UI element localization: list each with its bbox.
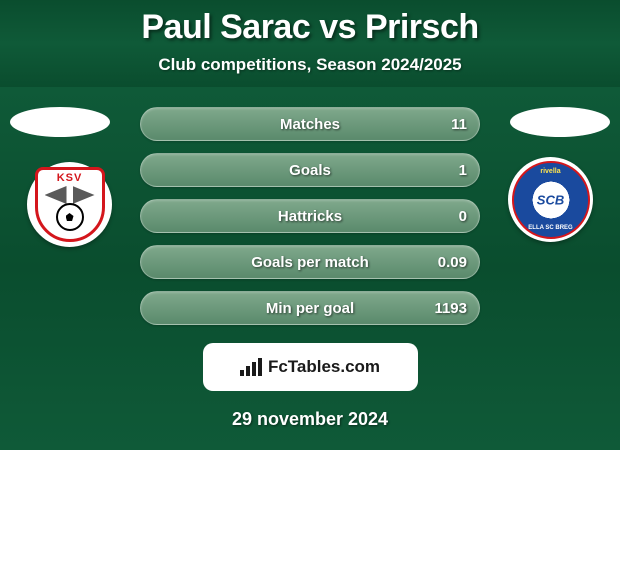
page-title: Paul Sarac vs Prirsch	[0, 8, 620, 47]
stat-row-matches: Matches 11	[140, 107, 480, 141]
stat-row-mpg: Min per goal 1193	[140, 291, 480, 325]
stat-row-goals: Goals 1	[140, 153, 480, 187]
stats-list: Matches 11 Goals 1 Hattricks 0 Goals per…	[140, 107, 480, 325]
subtitle: Club competitions, Season 2024/2025	[0, 55, 620, 75]
scb-logo-icon: rivella SCB ELLA SC BREG	[512, 161, 590, 239]
scb-code: SCB	[537, 192, 564, 207]
date: 29 november 2024	[0, 409, 620, 430]
ksv-logo-icon: KSV	[35, 167, 105, 242]
stat-label: Hattricks	[278, 208, 342, 225]
stat-value: 11	[451, 116, 467, 133]
club-logo-left: KSV	[27, 162, 112, 247]
header: Paul Sarac vs Prirsch Club competitions,…	[0, 0, 620, 87]
stat-value: 0	[459, 208, 467, 225]
ball-icon	[56, 203, 84, 231]
stat-value: 0.09	[438, 254, 467, 271]
player-slot-right	[510, 107, 610, 137]
player-slot-left	[10, 107, 110, 137]
ksv-code: KSV	[57, 172, 83, 184]
content: KSV rivella SCB ELLA SC BREG Matches 11 …	[0, 87, 620, 450]
stat-label: Matches	[280, 116, 340, 133]
club-logo-right: rivella SCB ELLA SC BREG	[508, 157, 593, 242]
chart-icon	[240, 358, 262, 376]
stat-label: Goals per match	[251, 254, 369, 271]
branding-text: FcTables.com	[268, 357, 380, 377]
scb-sponsor: rivella	[540, 168, 560, 175]
stat-value: 1	[459, 162, 467, 179]
branding-box[interactable]: FcTables.com	[203, 343, 418, 391]
scb-name: ELLA SC BREG	[528, 225, 572, 231]
stat-label: Goals	[289, 162, 331, 179]
stat-label: Min per goal	[266, 300, 354, 317]
stat-row-hattricks: Hattricks 0	[140, 199, 480, 233]
stat-value: 1193	[434, 300, 467, 317]
stat-row-gpm: Goals per match 0.09	[140, 245, 480, 279]
